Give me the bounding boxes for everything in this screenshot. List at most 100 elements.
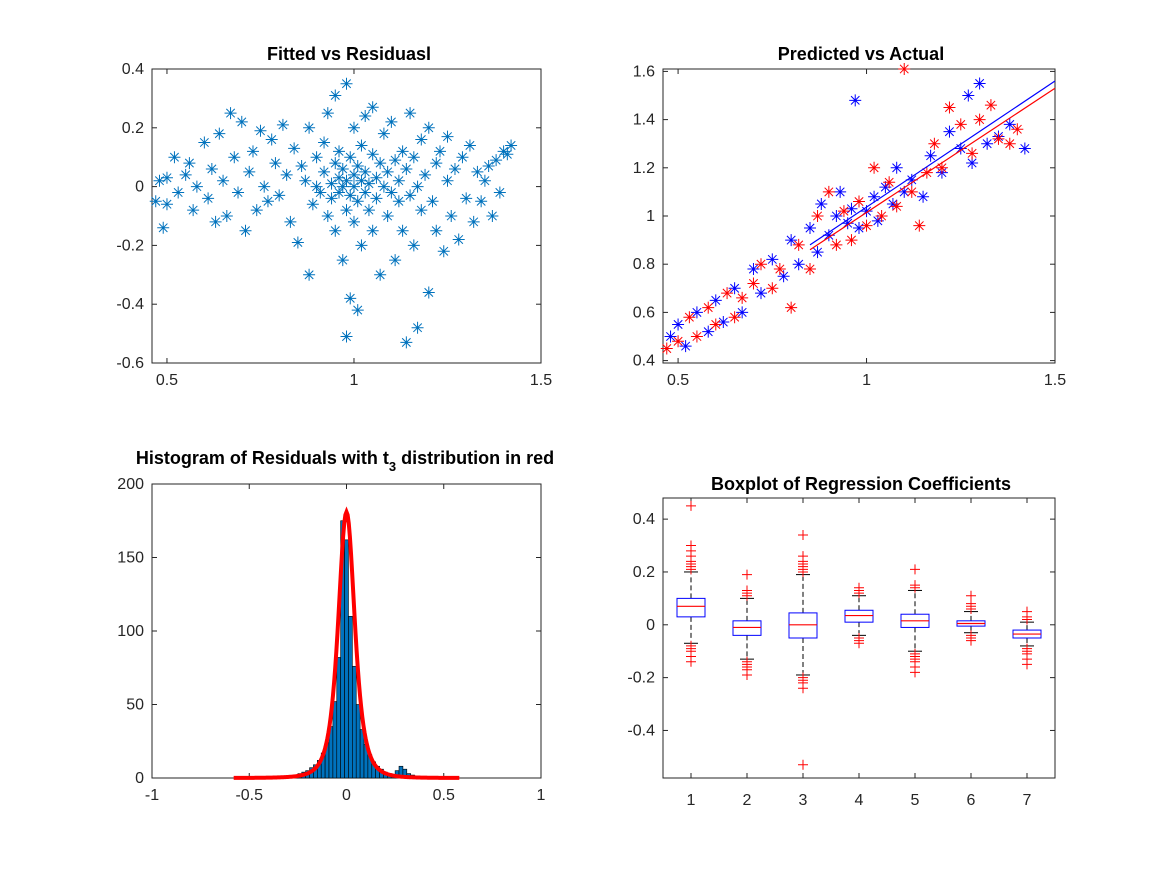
data-point: [340, 330, 353, 343]
blue-data-point: [962, 89, 975, 102]
data-point: [269, 157, 282, 170]
red-data-point: [913, 219, 926, 232]
x-tick-label: 1: [537, 787, 546, 804]
data-point: [374, 268, 387, 281]
data-point: [179, 168, 192, 181]
y-tick-label: 150: [117, 550, 144, 567]
blue-data-point: [672, 318, 685, 331]
data-point: [400, 162, 413, 175]
blue-data-point: [1018, 142, 1031, 155]
data-point: [333, 171, 346, 184]
y-tick-label: 0: [135, 770, 144, 787]
data-point: [280, 168, 293, 181]
y-tick-label: 0.8: [633, 256, 655, 273]
blue-data-point: [917, 190, 930, 203]
blue-data-point: [890, 161, 903, 174]
data-point: [478, 174, 491, 187]
data-point: [389, 254, 402, 267]
data-point: [377, 127, 390, 140]
data-point: [426, 195, 439, 208]
box: [732, 620, 762, 636]
red-data-point: [853, 195, 865, 208]
data-point: [340, 174, 353, 187]
red-data-point: [702, 301, 715, 314]
outlier-marker: [686, 500, 696, 511]
red-data-point: [928, 137, 941, 150]
blue-data-point: [905, 173, 918, 186]
data-point: [172, 186, 185, 199]
red-data-point: [992, 132, 1005, 145]
red-data-point: [811, 210, 824, 222]
data-point: [347, 168, 360, 181]
outlier-marker: [910, 582, 920, 593]
data-point: [351, 304, 364, 317]
data-point: [355, 174, 368, 187]
red-data-point: [966, 147, 979, 160]
blue-data-point: [766, 253, 779, 266]
data-point: [370, 192, 383, 205]
data-point: [422, 121, 435, 134]
t3-density-curve: [233, 506, 460, 780]
data-point: [381, 165, 394, 178]
data-point: [220, 210, 233, 222]
blue-data-point: [845, 202, 858, 215]
data-point: [318, 165, 331, 178]
data-point: [254, 124, 267, 137]
outlier-marker: [910, 564, 920, 575]
red-data-point: [672, 335, 685, 348]
data-point: [434, 145, 447, 158]
residual-histogram-bars: [233, 506, 460, 780]
data-point: [261, 195, 274, 208]
data-point: [321, 107, 334, 120]
data-point: [355, 239, 368, 252]
data-point: [202, 192, 215, 205]
blue-data-point: [679, 340, 692, 353]
data-point: [362, 177, 375, 190]
outlier-marker: [798, 759, 808, 770]
y-tick-label: 200: [117, 476, 144, 493]
data-point: [291, 236, 304, 249]
y-tick-label: 0.4: [122, 61, 144, 78]
x-tick-label: 1: [862, 372, 871, 389]
data-point: [452, 233, 465, 246]
red-data-point: [830, 238, 843, 251]
blue-data-point: [1003, 118, 1016, 131]
x-tick-label: 4: [855, 792, 864, 809]
blue-data-point: [717, 316, 730, 329]
red-data-point: [837, 205, 850, 218]
red-data-point: [785, 301, 798, 314]
blue-data-point: [747, 263, 760, 276]
histogram-bar: [355, 704, 361, 779]
red-data-point: [890, 200, 903, 213]
data-point: [493, 186, 506, 199]
red-data-point: [683, 311, 696, 324]
x-tick-label: 3: [799, 792, 808, 809]
blue-data-point: [954, 142, 967, 155]
y-tick-label: 0.4: [633, 353, 655, 370]
y-tick-label: 50: [126, 697, 144, 714]
blue-data-point: [728, 282, 741, 295]
data-point: [276, 118, 289, 131]
x-tick-label: 0.5: [667, 372, 689, 389]
data-point: [232, 186, 245, 199]
x-tick-label: 7: [1023, 792, 1032, 809]
title-subscript: 3: [389, 459, 396, 474]
blue-data-point: [664, 330, 677, 343]
data-point: [235, 115, 248, 128]
data-point: [374, 157, 387, 170]
data-point: [385, 115, 398, 128]
x-tick-label: 1.5: [1044, 372, 1066, 389]
data-point: [205, 162, 218, 175]
red-data-point: [766, 282, 779, 295]
fitted-vs-residuals-axes: [151, 68, 542, 364]
red-fit-line: [809, 87, 1056, 251]
data-point: [396, 145, 409, 158]
data-point: [295, 160, 308, 173]
data-point: [445, 210, 458, 222]
data-point: [430, 224, 443, 237]
data-point: [228, 151, 241, 164]
data-point: [288, 142, 301, 155]
data-point: [347, 215, 360, 228]
outlier-marker: [686, 656, 696, 667]
